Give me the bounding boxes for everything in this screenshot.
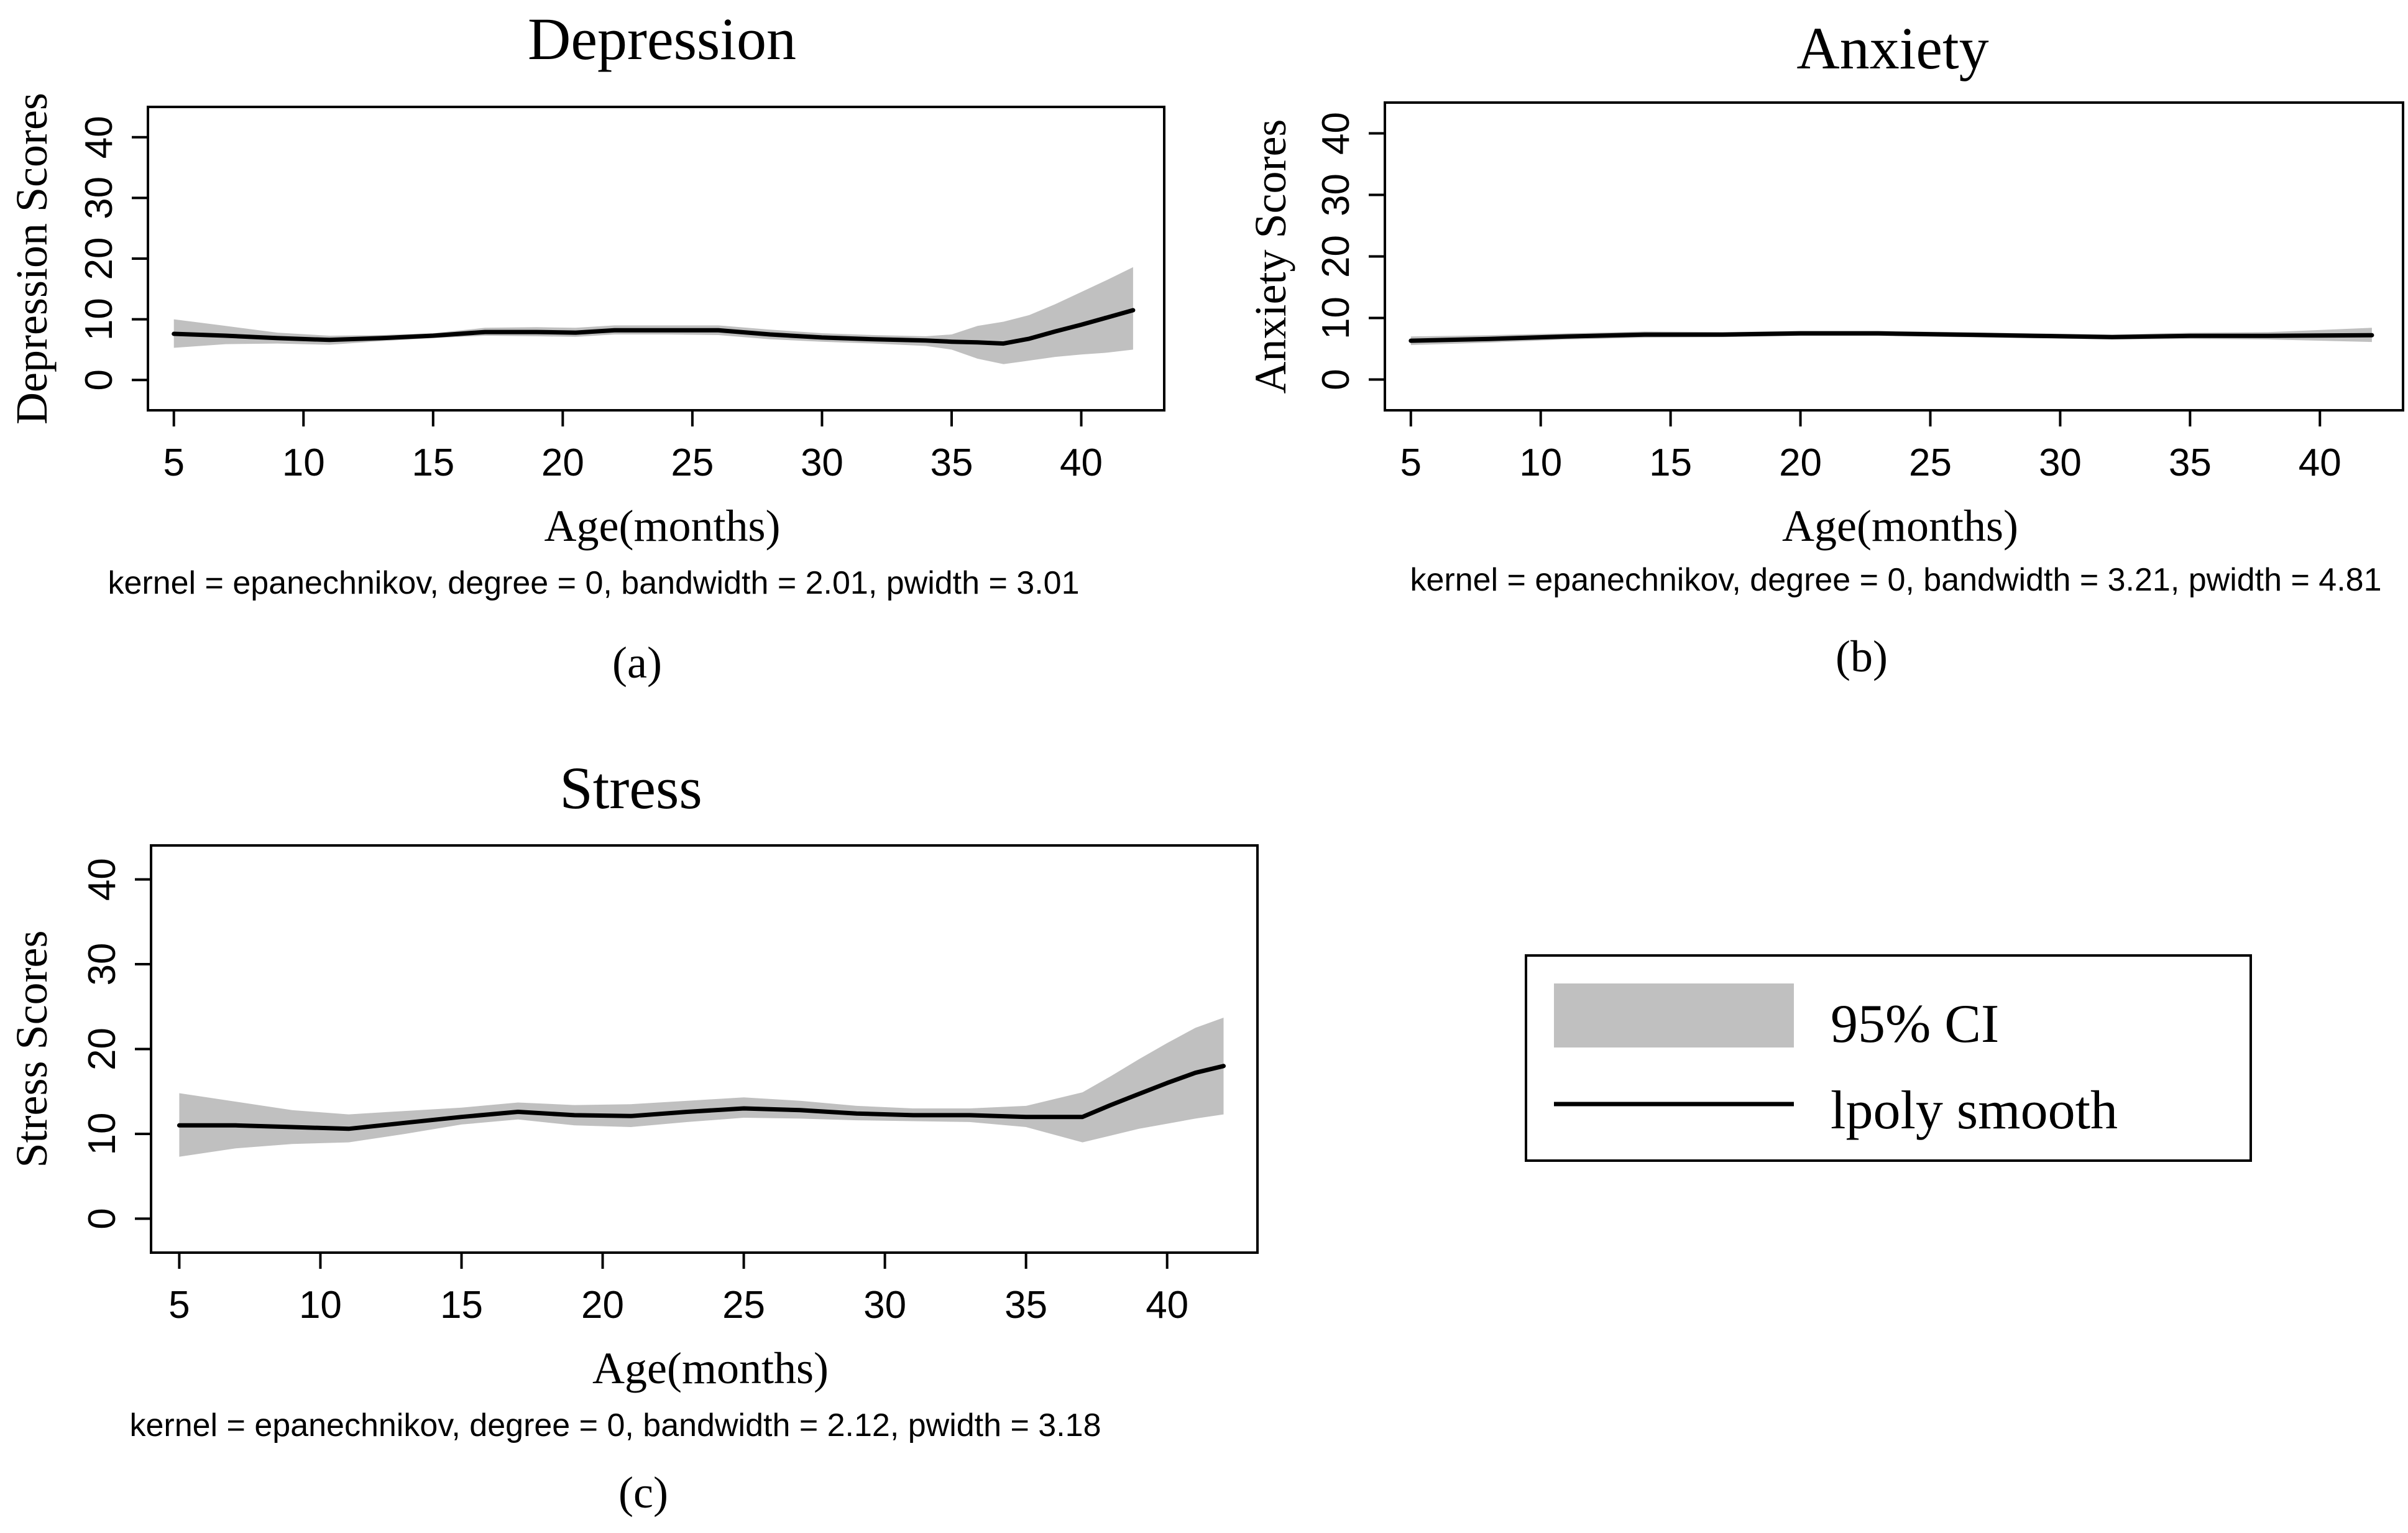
depression-x-tick-label: 15	[411, 441, 454, 484]
anxiety-x-tick-label: 20	[1779, 441, 1822, 484]
anxiety-x-tick-label: 10	[1519, 441, 1562, 484]
stress-x-tick-label: 10	[299, 1284, 342, 1327]
stress-y-tick-label: 10	[81, 1112, 124, 1155]
anxiety-y-tick-label: 0	[1315, 369, 1358, 390]
legend-line-label: lpoly smooth	[1831, 1080, 2118, 1141]
panel-anxiety: Anxiety 5 10 15 20 25 30 35 40 0 10 20 30 40 Age(month…	[1246, 15, 2404, 681]
depression-smooth-line	[172, 308, 1136, 346]
depression-x-tick-label: 20	[541, 441, 584, 484]
stress-y-axis-label: Stress Scores	[7, 931, 57, 1168]
depression-x-tick-label: 10	[282, 441, 325, 484]
stress-panel-caption: (c)	[618, 1468, 668, 1517]
anxiety-plot-frame	[1384, 101, 2404, 412]
anxiety-kernel-note: kernel = epanechnikov, degree = 0, bandw…	[1410, 562, 2381, 598]
stress-plot-frame	[150, 844, 1259, 1254]
depression-x-tick-label: 40	[1060, 441, 1103, 484]
anxiety-y-tick-label: 40	[1315, 112, 1358, 155]
stress-y-tick-label: 30	[81, 943, 124, 986]
anxiety-x-tick-label: 40	[2299, 441, 2341, 484]
stress-x-tick-label: 20	[581, 1284, 624, 1327]
anxiety-x-tick-label: 15	[1649, 441, 1692, 484]
anxiety-x-tick-label: 25	[1909, 441, 1952, 484]
stress-y-tick-label: 0	[81, 1208, 124, 1229]
anxiety-title: Anxiety	[1796, 15, 1988, 81]
stress-x-tick-label: 25	[722, 1284, 765, 1327]
stress-x-tick-label: 5	[168, 1284, 190, 1327]
stress-x-tick-label: 15	[440, 1284, 483, 1327]
stress-x-tick-label: 30	[863, 1284, 906, 1327]
depression-x-tick-label: 30	[801, 441, 843, 484]
anxiety-y-tick-label: 10	[1315, 297, 1358, 339]
depression-x-tick-label: 5	[163, 441, 184, 484]
depression-y-tick-label: 10	[78, 298, 121, 341]
stress-y-tick-label: 40	[81, 858, 124, 901]
stress-kernel-note: kernel = epanechnikov, degree = 0, bandw…	[129, 1407, 1101, 1443]
stress-x-tick-label: 40	[1146, 1284, 1188, 1327]
legend: 95% CI lpoly smooth	[1525, 954, 2252, 1162]
panel-depression: Depression 5 10 15 20 25 30 35 40 0 10 20 30 40 Age(mo…	[7, 6, 1165, 688]
anxiety-y-axis-label: Anxiety Scores	[1246, 119, 1295, 394]
stress-title: Stress	[559, 755, 702, 821]
depression-y-tick-label: 0	[78, 369, 121, 390]
stress-y-tick-label: 20	[81, 1028, 124, 1070]
anxiety-x-tick-label: 30	[2039, 441, 2082, 484]
depression-ci-band	[173, 267, 1133, 364]
anxiety-ci-band	[1410, 328, 2372, 346]
anxiety-x-tick-label: 5	[1400, 441, 1422, 484]
anxiety-x-axis-label: Age(months)	[1782, 501, 2018, 551]
depression-x-tick-label: 25	[671, 441, 714, 484]
panel-stress: Stress 5 10 15 20 25 30 35 40 0 10 20 30 40 Age(months…	[7, 755, 1259, 1517]
anxiety-panel-caption: (b)	[1836, 632, 1888, 681]
legend-ci-label: 95% CI	[1831, 994, 1999, 1054]
depression-panel-caption: (a)	[612, 638, 662, 688]
depression-plot-frame	[147, 106, 1165, 412]
depression-kernel-note: kernel = epanechnikov, degree = 0, bandw…	[108, 565, 1079, 601]
stress-smooth-line	[177, 1064, 1226, 1131]
depression-y-tick-label: 40	[78, 116, 121, 159]
depression-x-tick-label: 35	[931, 441, 973, 484]
stress-x-tick-label: 35	[1004, 1284, 1047, 1327]
depression-y-tick-label: 30	[78, 177, 121, 219]
anxiety-x-tick-label: 35	[2169, 441, 2212, 484]
depression-x-axis-label: Age(months)	[545, 501, 781, 551]
stress-ci-band	[179, 1018, 1224, 1157]
depression-y-axis-label: Depression Scores	[7, 93, 57, 425]
depression-y-tick-label: 20	[78, 237, 121, 280]
depression-title: Depression	[528, 6, 796, 72]
anxiety-y-tick-label: 30	[1315, 173, 1358, 216]
legend-ci-swatch	[1554, 983, 1794, 1047]
stress-x-axis-label: Age(months)	[592, 1343, 829, 1393]
anxiety-smooth-line	[1408, 331, 2374, 343]
anxiety-y-tick-label: 20	[1315, 235, 1358, 278]
